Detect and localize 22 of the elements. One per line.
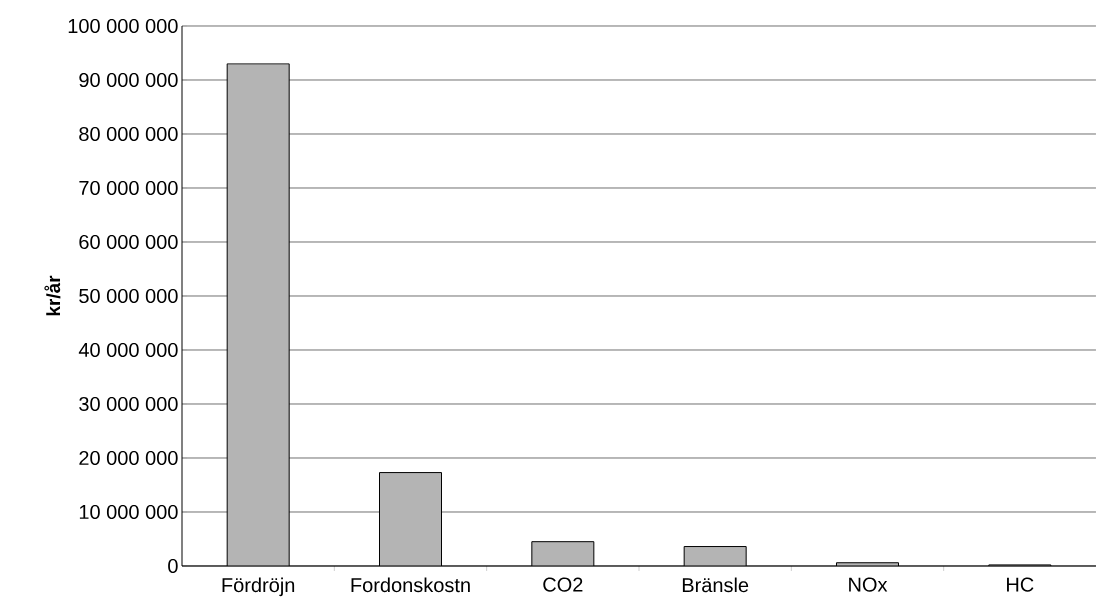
y-tick-label: 30 000 000	[79, 396, 178, 412]
y-tick-label: 0	[168, 558, 178, 574]
y-tick-label: 50 000 000	[79, 288, 178, 304]
bar	[379, 472, 442, 566]
y-tick-label: 10 000 000	[79, 504, 178, 520]
x-tick-label: HC	[1007, 577, 1034, 592]
x-tick-label: CO2	[543, 577, 583, 592]
bar	[227, 63, 290, 566]
y-tick-label: 90 000 000	[79, 72, 178, 88]
y-axis-title: kr/år	[44, 275, 61, 316]
y-tick-label: 20 000 000	[79, 450, 178, 466]
bar	[531, 541, 594, 566]
y-tick-label: 100 000 000	[68, 18, 178, 34]
y-tick-label: 40 000 000	[78, 342, 178, 358]
x-tick-label: Fordonskostn	[351, 577, 470, 593]
x-tick-label: NOx	[849, 577, 888, 592]
y-tick-label: 80 000 000	[79, 126, 178, 142]
y-tick-label: 70 000 000	[79, 180, 178, 196]
y-tick-label: 60 000 000	[79, 234, 178, 250]
x-tick-label: Fördröjn	[222, 577, 295, 597]
bar	[684, 546, 747, 566]
x-tick-label: Bränsle	[682, 577, 749, 593]
